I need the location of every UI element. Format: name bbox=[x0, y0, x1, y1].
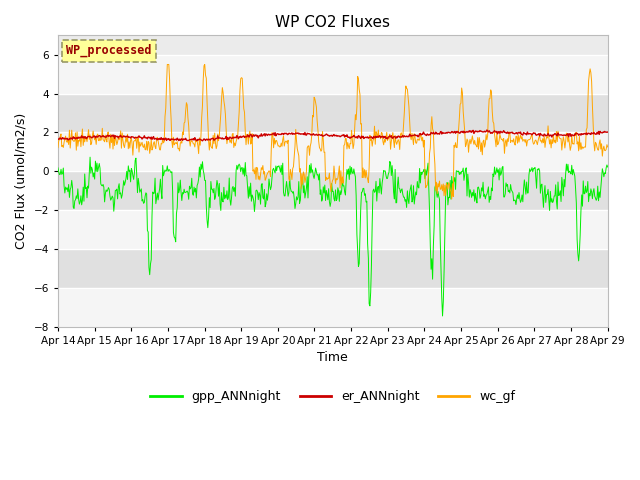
Bar bbox=[58, 94, 608, 132]
Bar bbox=[58, 210, 608, 249]
Title: WP CO2 Fluxes: WP CO2 Fluxes bbox=[275, 15, 390, 30]
Bar bbox=[58, 55, 608, 94]
Bar bbox=[58, 288, 608, 327]
Legend: gpp_ANNnight, er_ANNnight, wc_gf: gpp_ANNnight, er_ANNnight, wc_gf bbox=[145, 385, 520, 408]
Text: WP_processed: WP_processed bbox=[66, 44, 152, 58]
Bar bbox=[58, 132, 608, 171]
X-axis label: Time: Time bbox=[317, 351, 348, 364]
Bar bbox=[58, 249, 608, 288]
Bar bbox=[58, 171, 608, 210]
Y-axis label: CO2 Flux (umol/m2/s): CO2 Flux (umol/m2/s) bbox=[15, 113, 28, 249]
